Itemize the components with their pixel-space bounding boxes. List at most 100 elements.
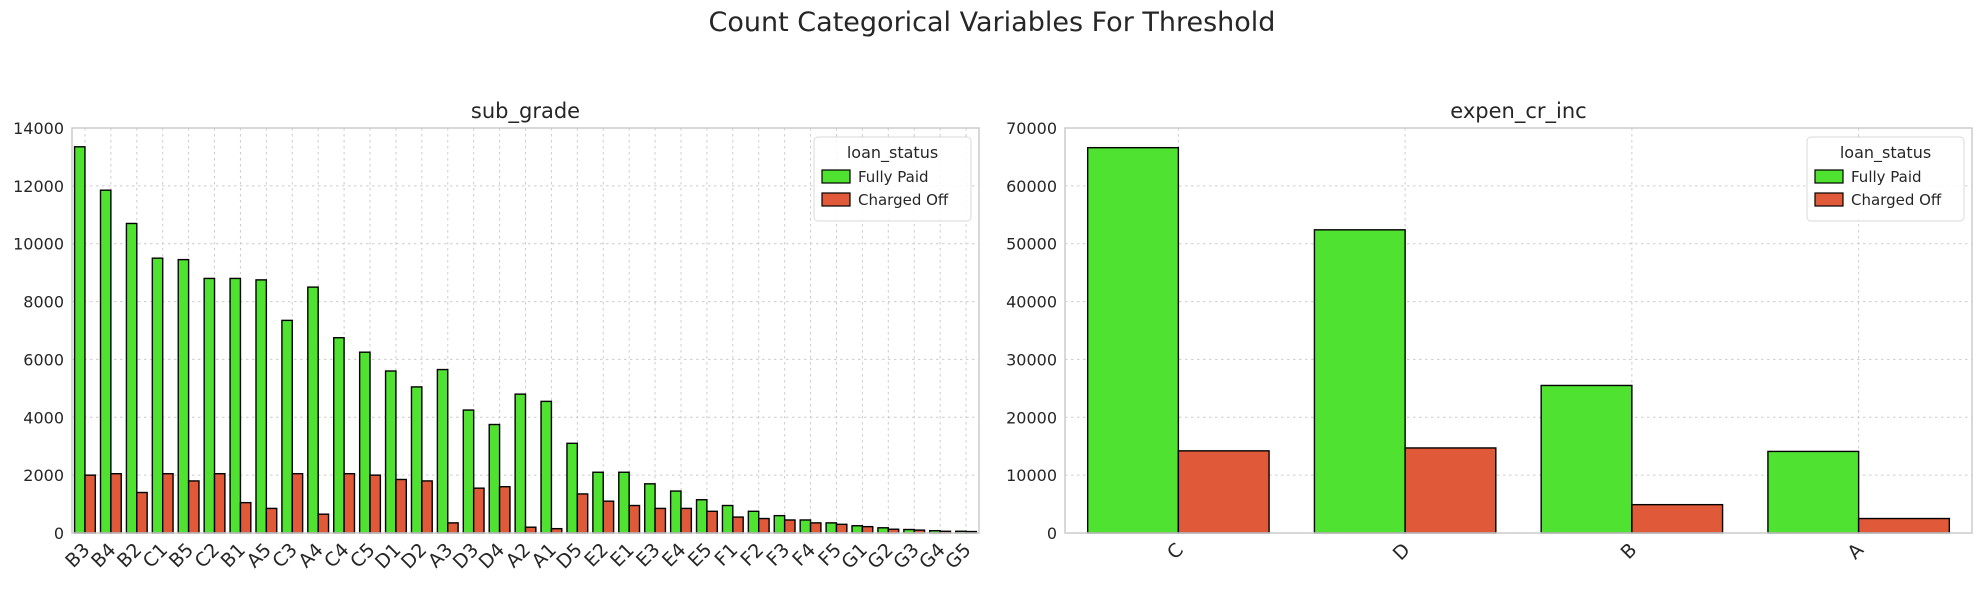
y-tick-label: 4000	[23, 408, 64, 427]
bar-charged-off	[498, 486, 511, 534]
bar-charged-off	[835, 523, 848, 534]
y-tick-label: 30000	[1006, 350, 1057, 369]
bar-fully-paid	[307, 286, 319, 534]
bar-fully-paid	[229, 277, 242, 534]
y-tick-label: 40000	[1006, 293, 1057, 312]
bar-charged-off	[1177, 450, 1270, 534]
bar-fully-paid	[436, 368, 449, 534]
legend-entry: Fully Paid	[858, 168, 929, 186]
bar-fully-paid	[333, 337, 345, 534]
subplot-expen-cr-inc: 0 10000 20000 30000 40000 50000 60000 70000 C D B A…	[1006, 99, 1973, 565]
bar-fully-paid	[125, 222, 138, 534]
bar-fully-paid	[540, 400, 553, 534]
legend-title: loan_status	[1840, 143, 1931, 163]
bar-fully-paid	[73, 146, 86, 534]
figure-title: Count Categorical Variables For Threshol…	[709, 7, 1276, 38]
bar-charged-off	[706, 510, 718, 534]
bar-charged-off	[84, 474, 97, 534]
bar-charged-off	[447, 522, 459, 534]
bar-fully-paid	[1767, 450, 1860, 534]
bar-fully-paid	[669, 490, 682, 534]
subplot-sub-grade: 02000400060008000100001200014000B3B4B2C1…	[13, 99, 980, 574]
axes-frame	[71, 127, 980, 534]
bar-charged-off	[1857, 517, 1951, 534]
bar-fully-paid	[151, 257, 164, 534]
bar-fully-paid	[1086, 146, 1180, 534]
bar-charged-off	[187, 480, 200, 534]
bar-fully-paid	[773, 514, 786, 534]
y-tick-label: 20000	[1006, 408, 1057, 427]
y-tick-label: 10000	[13, 235, 64, 254]
bar-charged-off	[1631, 503, 1724, 534]
bar-fully-paid	[410, 386, 423, 534]
bar-fully-paid	[799, 519, 812, 534]
bar-fully-paid	[1313, 229, 1406, 534]
bar-charged-off	[809, 522, 822, 534]
bar-fully-paid	[851, 525, 864, 534]
bar-fully-paid	[358, 351, 371, 534]
bar-fully-paid	[618, 471, 630, 534]
bar-charged-off	[783, 519, 796, 534]
bar-fully-paid	[721, 504, 734, 534]
legend-box	[1806, 136, 1965, 222]
x-tick-label: C	[1163, 539, 1188, 564]
legend-entry: Charged Off	[1851, 191, 1942, 209]
bar-fully-paid	[203, 277, 216, 534]
bar-fully-paid	[384, 370, 397, 534]
legend-swatch-fully-paid	[821, 169, 851, 184]
bar-fully-paid	[177, 258, 190, 534]
y-tick-label: 14000	[13, 119, 64, 138]
bar-fully-paid	[514, 393, 527, 534]
bar-charged-off	[680, 507, 693, 534]
bar-fully-paid	[747, 510, 760, 534]
x-tick-label: D	[1389, 539, 1415, 565]
subplot-title: sub_grade	[471, 99, 580, 124]
legend-swatch-charged-off	[821, 192, 851, 207]
x-tick-label: A	[1843, 539, 1868, 564]
x-tick-label: G5	[941, 539, 976, 574]
bar-charged-off	[136, 491, 148, 534]
y-tick-label: 60000	[1006, 177, 1057, 196]
bar-fully-paid	[644, 483, 656, 534]
bar-fully-paid	[255, 279, 268, 534]
x-tick-label: B	[1617, 539, 1642, 564]
bar-charged-off	[1404, 447, 1497, 534]
y-tick-label: 50000	[1006, 235, 1057, 254]
bar-fully-paid	[488, 423, 501, 534]
bar-fully-paid	[462, 409, 475, 534]
legend-entry: Charged Off	[858, 191, 949, 209]
subplot-title: expen_cr_inc	[1450, 99, 1586, 124]
bar-fully-paid	[1540, 384, 1633, 534]
bar-charged-off	[213, 472, 226, 534]
y-tick-label: 8000	[23, 293, 64, 312]
bar-charged-off	[628, 504, 641, 534]
y-tick-label: 2000	[23, 466, 64, 485]
bar-fully-paid	[566, 442, 579, 534]
bar-charged-off	[110, 472, 122, 534]
y-tick-label: 12000	[13, 177, 64, 196]
bar-charged-off	[602, 500, 615, 534]
legend: loan_status Fully Paid Charged Off	[813, 136, 972, 222]
bar-charged-off	[291, 472, 304, 534]
legend-entry: Fully Paid	[1851, 168, 1922, 186]
bar-fully-paid	[592, 471, 604, 534]
axes-frame	[1064, 127, 1973, 534]
bar-charged-off	[421, 480, 433, 534]
bar-fully-paid	[695, 499, 708, 534]
bar-charged-off	[265, 507, 278, 534]
bar-charged-off	[239, 501, 252, 534]
bar-fully-paid	[825, 522, 838, 534]
y-tick-label: 0	[1047, 524, 1057, 543]
bar-charged-off	[317, 513, 330, 534]
bar-fully-paid	[281, 319, 293, 534]
legend-swatch-fully-paid	[1814, 169, 1844, 184]
legend-box	[813, 136, 972, 222]
bar-charged-off	[861, 525, 874, 534]
legend-title: loan_status	[847, 143, 938, 163]
bar-charged-off	[524, 526, 537, 534]
y-tick-label: 70000	[1006, 119, 1057, 138]
y-tick-label: 0	[54, 524, 64, 543]
bar-charged-off	[161, 472, 174, 534]
bar-charged-off	[732, 516, 744, 534]
